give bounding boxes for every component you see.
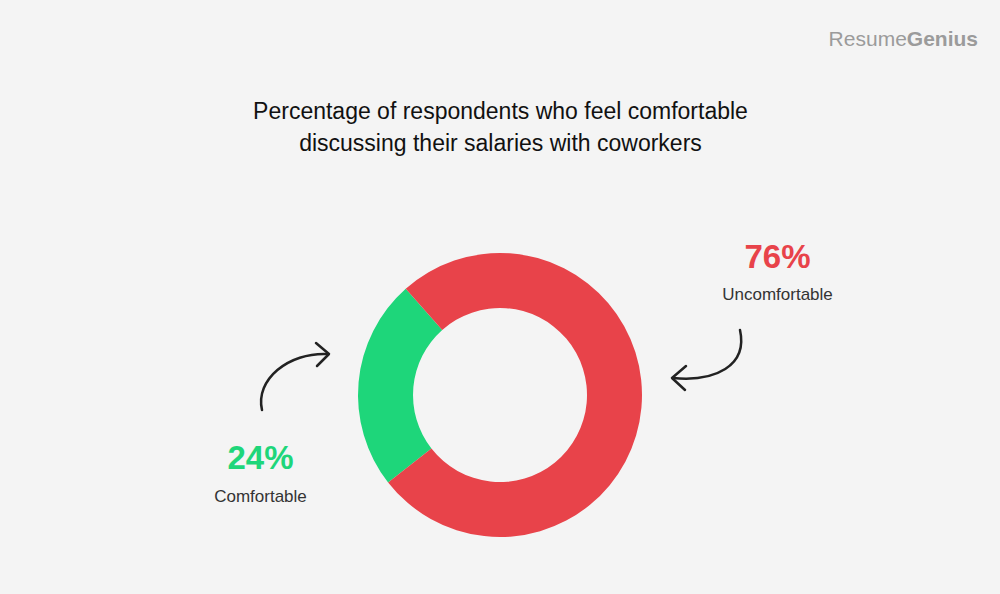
svg-text:Uncomfortable: Uncomfortable	[722, 285, 833, 304]
svg-text:Comfortable: Comfortable	[214, 487, 307, 506]
svg-text:76%: 76%	[744, 238, 810, 275]
svg-text:24%: 24%	[227, 439, 293, 476]
svg-text:ResumeGenius: ResumeGenius	[829, 27, 978, 50]
svg-text:Percentage of respondents who: Percentage of respondents who feel comfo…	[253, 98, 748, 156]
